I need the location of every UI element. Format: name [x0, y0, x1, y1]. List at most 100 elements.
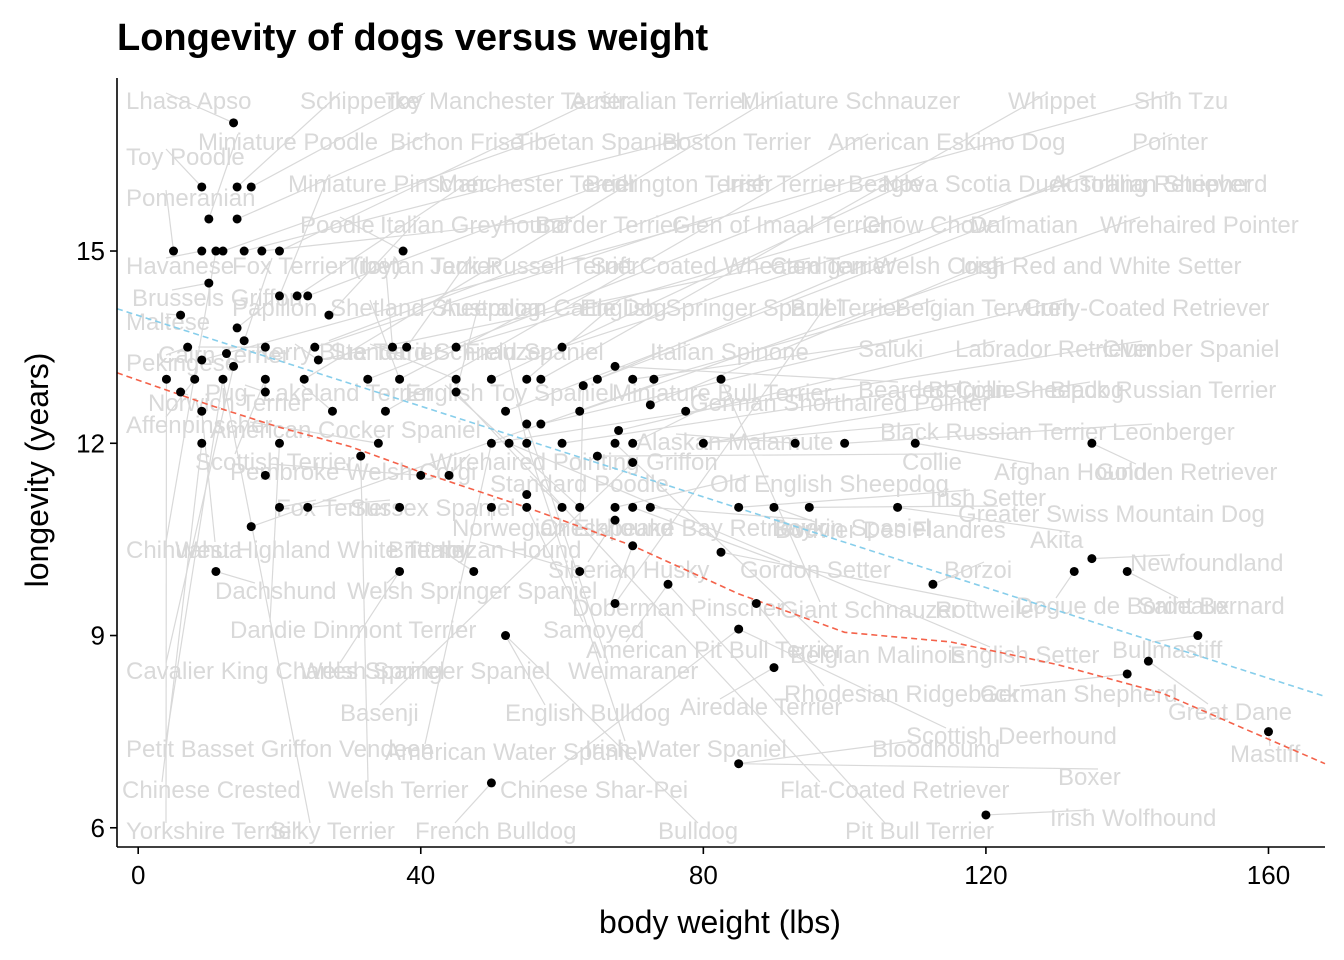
data-point: [734, 759, 744, 769]
leader-line: [360, 456, 369, 783]
data-point: [790, 438, 800, 448]
breed-label: German Shepherd: [980, 681, 1177, 708]
leader-line: [809, 505, 999, 508]
data-point: [380, 406, 390, 416]
leader-line: [165, 250, 202, 259]
breed-label: Brittany: [388, 537, 469, 564]
leader-line: [491, 340, 1143, 444]
breed-label: Miniature Pinscher: [288, 171, 487, 198]
data-point: [183, 342, 193, 352]
leader-line: [597, 343, 691, 380]
leader-line: [278, 175, 329, 297]
breed-label: Cavalier King Charles Spaniel: [126, 658, 445, 685]
leader-line: [369, 299, 401, 380]
breed-label: Irish Terrier: [725, 171, 845, 198]
leader-line: [505, 635, 546, 706]
leader-line: [314, 216, 713, 348]
data-point: [1122, 566, 1132, 576]
breed-label: Field Spaniel: [465, 339, 604, 366]
data-point: [610, 598, 620, 608]
breed-label: Labrador Retriever: [955, 336, 1155, 363]
data-point: [388, 342, 398, 352]
data-point: [645, 502, 655, 512]
leader-line: [526, 423, 609, 664]
leader-line: [269, 443, 281, 623]
breed-label: Jack Russell Terrier: [430, 253, 639, 280]
breed-label: Toy Poodle: [126, 144, 245, 171]
data-point: [578, 381, 588, 391]
breed-label: Rhodesian Ridgeback: [784, 681, 1020, 708]
leader-line: [384, 257, 394, 348]
data-point: [1263, 727, 1273, 737]
data-point: [402, 342, 412, 352]
leader-line: [539, 628, 740, 783]
leader-line: [1091, 442, 1137, 465]
leader-line: [615, 365, 899, 383]
data-point: [575, 502, 585, 512]
x-tick-label: 160: [1247, 860, 1290, 890]
breed-label: Bulldog: [658, 818, 738, 845]
data-point: [176, 310, 186, 320]
leader-line: [165, 379, 224, 742]
breed-label: Bouvier Des Flandres: [775, 517, 1006, 544]
breed-label: Bloodhound: [872, 736, 1000, 763]
leader-line: [269, 463, 421, 476]
breed-label: West Highland White Terrier: [175, 537, 473, 564]
breed-label: Irish Wolfhound: [1050, 805, 1216, 832]
y-tick-label: 9: [91, 621, 105, 651]
leader-line: [653, 299, 936, 380]
leader-line: [508, 442, 991, 648]
data-point: [292, 291, 302, 301]
breed-label: Basenji: [340, 700, 419, 727]
data-point: [716, 547, 726, 557]
breed-label: Bullmastiff: [1112, 637, 1223, 664]
data-point: [327, 406, 337, 416]
data-point: [303, 502, 313, 512]
data-point: [274, 246, 284, 256]
breed-label: American Cocker Spaniel: [210, 417, 481, 444]
data-point: [260, 342, 270, 352]
breed-label: Lakeland Terrier: [262, 380, 434, 407]
leader-line: [755, 603, 825, 687]
leader-line: [250, 92, 426, 188]
data-point: [557, 502, 567, 512]
leader-line: [614, 475, 751, 508]
breed-label: Italian Spinone: [650, 339, 809, 366]
breed-label: Bull Terrier: [790, 295, 904, 322]
breed-label: Schipperke: [300, 88, 420, 115]
breed-label: Yorkshire Terrier: [126, 818, 299, 845]
data-point: [232, 182, 242, 192]
leader-line: [625, 583, 669, 643]
breed-label: Italian Greyhound: [380, 212, 569, 239]
leader-line: [618, 340, 996, 432]
leader-line: [1148, 660, 1209, 705]
data-point: [197, 182, 207, 192]
data-point: [734, 624, 744, 634]
breed-label: Chinese Shar-Pei: [500, 777, 688, 804]
breed-label: Whippet: [1008, 88, 1096, 115]
breed-label: Samoyed: [543, 617, 644, 644]
breed-label: Golden Retriever: [1096, 459, 1277, 486]
data-point: [769, 663, 779, 673]
leader-line: [236, 133, 431, 220]
breed-label: German Shorthaired Pointer: [690, 390, 990, 417]
data-point: [260, 374, 270, 384]
breed-label: Welsh Terrier: [328, 777, 468, 804]
leader-line: [448, 453, 471, 476]
leader-line: [719, 667, 775, 700]
leader-line: [738, 740, 913, 765]
leader-line: [385, 133, 869, 412]
breed-label: Pembroke Welsh Corgi: [230, 459, 476, 486]
leader-line: [614, 299, 831, 604]
breed-label: Soft Coated Wheaten Terrier: [590, 253, 894, 280]
breed-label: Mastiff: [1230, 741, 1301, 768]
leader-line: [529, 475, 563, 508]
breed-label: Wirehaired Pointing Griffon: [430, 449, 718, 476]
breed-label: English Bulldog: [505, 700, 670, 727]
breed-label: Australian Shepherd: [1050, 171, 1267, 198]
leader-line: [427, 541, 475, 572]
data-point: [416, 470, 426, 480]
breed-label: Siberian Husky: [548, 557, 709, 584]
breed-label: Brussels Griffon: [132, 285, 302, 312]
linear-fit-line: [116, 307, 1326, 698]
